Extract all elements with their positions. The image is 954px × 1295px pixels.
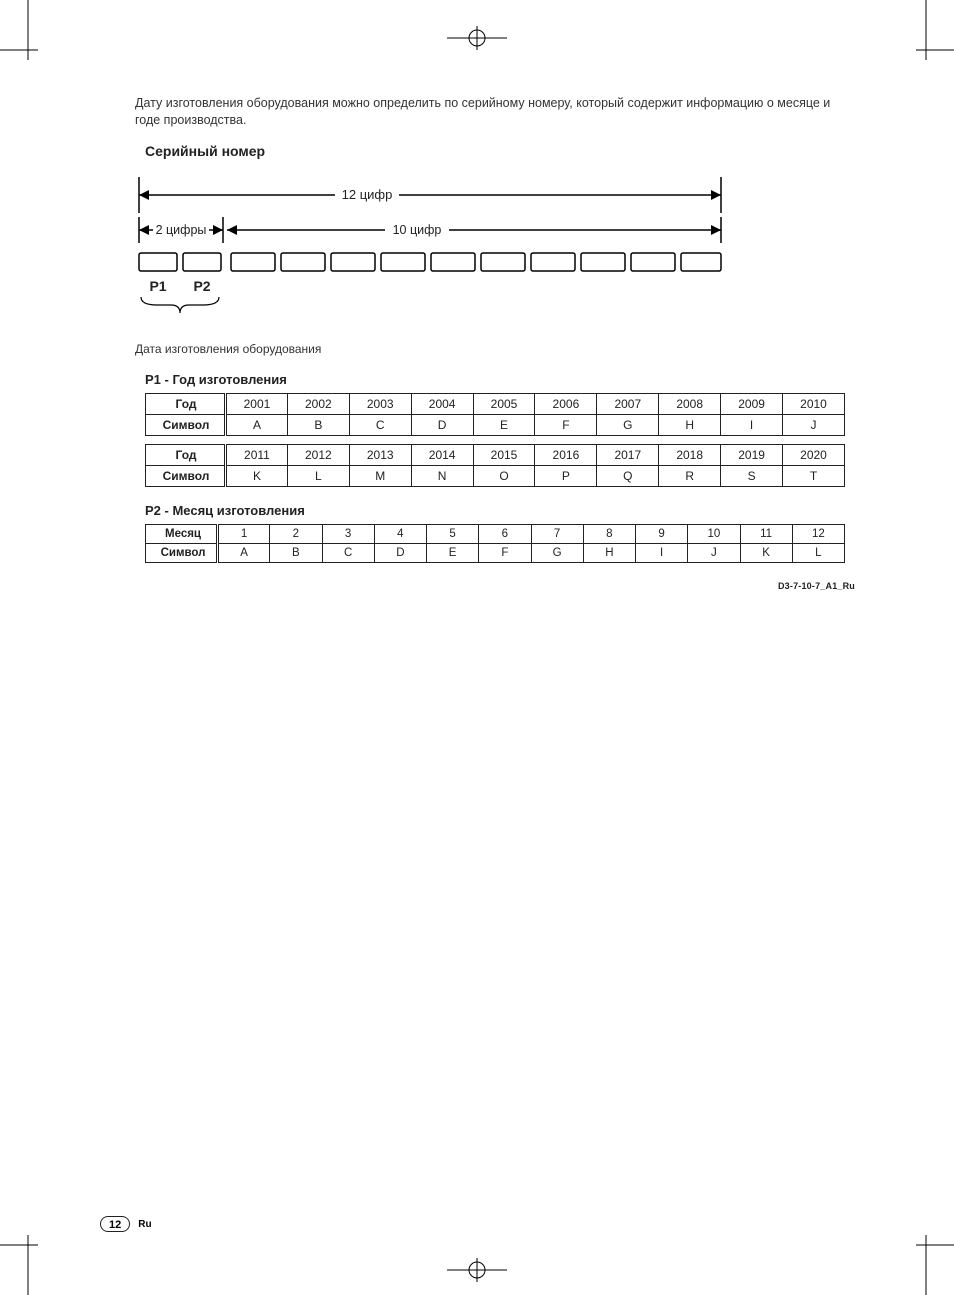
table-cell: 11 bbox=[740, 524, 792, 543]
crop-mark-tl bbox=[0, 0, 60, 80]
equipment-date-caption: Дата изготовления оборудования bbox=[135, 342, 855, 356]
table-cell: 12 bbox=[792, 524, 844, 543]
p2-heading: P2 - Месяц изготовления bbox=[145, 503, 855, 518]
table-cell: 7 bbox=[531, 524, 583, 543]
table-cell: 2002 bbox=[287, 393, 349, 414]
serial-number-heading: Серийный номер bbox=[145, 143, 855, 159]
table-cell: M bbox=[349, 465, 411, 486]
table-cell: 2017 bbox=[597, 444, 659, 465]
table-cell: L bbox=[287, 465, 349, 486]
crop-mark-br bbox=[894, 1215, 954, 1295]
table-cell: 5 bbox=[427, 524, 479, 543]
table-cell: B bbox=[270, 543, 322, 562]
p2-label: P2 bbox=[193, 278, 210, 294]
table-cell: 2020 bbox=[783, 444, 845, 465]
serial-number-diagram: 12 цифр 2 цифры 10 цифр bbox=[135, 165, 725, 325]
table-cell: 2016 bbox=[535, 444, 597, 465]
table-cell: C bbox=[349, 414, 411, 435]
table-cell: 2013 bbox=[349, 444, 411, 465]
digit-boxes bbox=[139, 253, 721, 271]
table-cell: J bbox=[688, 543, 740, 562]
symbol-row-label: Символ bbox=[146, 414, 226, 435]
table-cell: 2003 bbox=[349, 393, 411, 414]
table-cell: I bbox=[721, 414, 783, 435]
p1-heading: P1 - Год изготовления bbox=[145, 372, 855, 387]
year-table-2: Год 2011 2012 2013 2014 2015 2016 2017 2… bbox=[145, 444, 845, 487]
table-cell: 2010 bbox=[783, 393, 845, 414]
table-cell: 10 bbox=[688, 524, 740, 543]
table-cell: A bbox=[226, 414, 288, 435]
page-number-area: 12 Ru bbox=[100, 1216, 152, 1232]
table-cell: F bbox=[535, 414, 597, 435]
table-cell: 2009 bbox=[721, 393, 783, 414]
table-cell: 6 bbox=[479, 524, 531, 543]
table-cell: K bbox=[226, 465, 288, 486]
table-cell: E bbox=[427, 543, 479, 562]
crop-mark-bl bbox=[0, 1215, 60, 1295]
page-content: Дату изготовления оборудования можно опр… bbox=[135, 95, 855, 591]
table-cell: N bbox=[411, 465, 473, 486]
table-cell: F bbox=[479, 543, 531, 562]
table-cell: T bbox=[783, 465, 845, 486]
table-cell: S bbox=[721, 465, 783, 486]
table-cell: C bbox=[322, 543, 374, 562]
footer-code: D3-7-10-7_A1_Ru bbox=[135, 581, 855, 591]
table-cell: 8 bbox=[583, 524, 635, 543]
table-cell: 2001 bbox=[226, 393, 288, 414]
table-cell: D bbox=[411, 414, 473, 435]
table-cell: 2012 bbox=[287, 444, 349, 465]
page-language: Ru bbox=[138, 1219, 151, 1230]
table-cell: 2011 bbox=[226, 444, 288, 465]
symbol-row-label: Символ bbox=[146, 465, 226, 486]
table-cell: 2007 bbox=[597, 393, 659, 414]
table-cell: H bbox=[659, 414, 721, 435]
table-cell: 2008 bbox=[659, 393, 721, 414]
page-number: 12 bbox=[100, 1216, 130, 1232]
label-10-digits: 10 цифр bbox=[393, 223, 442, 237]
table-cell: 2015 bbox=[473, 444, 535, 465]
table-cell: E bbox=[473, 414, 535, 435]
table-cell: 2 bbox=[270, 524, 322, 543]
table-cell: 2004 bbox=[411, 393, 473, 414]
table-cell: G bbox=[597, 414, 659, 435]
table-cell: 2006 bbox=[535, 393, 597, 414]
label-12-digits: 12 цифр bbox=[342, 187, 393, 202]
year-row-label: Год bbox=[146, 444, 226, 465]
table-cell: 2014 bbox=[411, 444, 473, 465]
table-cell: P bbox=[535, 465, 597, 486]
table-cell: K bbox=[740, 543, 792, 562]
month-table: Месяц 1 2 3 4 5 6 7 8 9 10 11 12 Символ … bbox=[145, 524, 845, 563]
year-table-1: Год 2001 2002 2003 2004 2005 2006 2007 2… bbox=[145, 393, 845, 436]
table-cell: 2005 bbox=[473, 393, 535, 414]
table-cell: 9 bbox=[636, 524, 688, 543]
p1-label: P1 bbox=[149, 278, 166, 294]
table-cell: 4 bbox=[374, 524, 426, 543]
table-cell: 2019 bbox=[721, 444, 783, 465]
table-cell: I bbox=[636, 543, 688, 562]
table-cell: B bbox=[287, 414, 349, 435]
table-cell: D bbox=[374, 543, 426, 562]
label-2-digits: 2 цифры bbox=[156, 223, 207, 237]
table-cell: 1 bbox=[218, 524, 270, 543]
table-cell: H bbox=[583, 543, 635, 562]
month-row-label: Месяц bbox=[146, 524, 218, 543]
crop-mark-tr bbox=[894, 0, 954, 80]
registration-mark-bottom bbox=[447, 1250, 507, 1290]
table-cell: 2018 bbox=[659, 444, 721, 465]
symbol-row-label: Символ bbox=[146, 543, 218, 562]
registration-mark-top bbox=[447, 18, 507, 58]
year-row-label: Год bbox=[146, 393, 226, 414]
table-cell: L bbox=[792, 543, 844, 562]
table-cell: J bbox=[783, 414, 845, 435]
intro-text: Дату изготовления оборудования можно опр… bbox=[135, 95, 855, 129]
table-cell: R bbox=[659, 465, 721, 486]
table-cell: G bbox=[531, 543, 583, 562]
table-cell: 3 bbox=[322, 524, 374, 543]
table-cell: Q bbox=[597, 465, 659, 486]
table-cell: A bbox=[218, 543, 270, 562]
table-cell: O bbox=[473, 465, 535, 486]
